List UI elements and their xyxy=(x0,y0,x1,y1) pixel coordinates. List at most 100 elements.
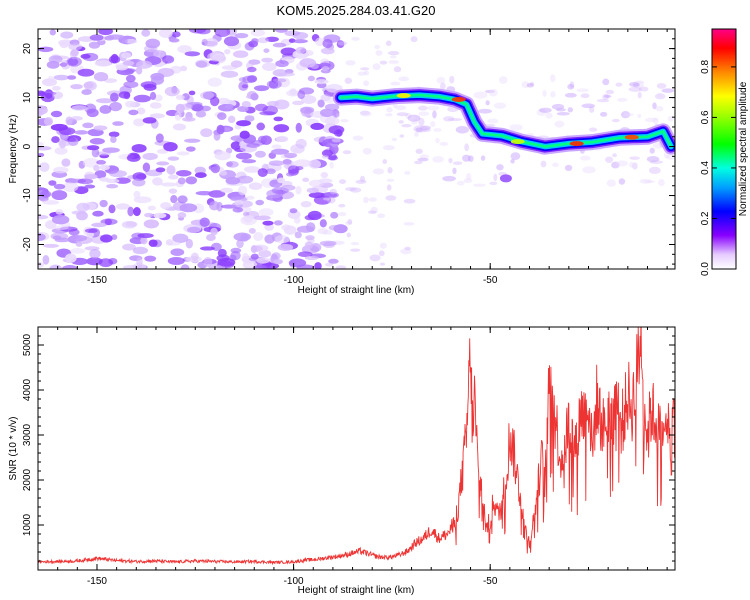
noise-blob xyxy=(131,178,146,187)
noise-blob xyxy=(465,173,472,181)
noise-blob xyxy=(43,243,59,248)
noise-blob xyxy=(273,259,283,265)
noise-blob xyxy=(224,48,231,55)
noise-blob xyxy=(488,88,498,97)
noise-blob xyxy=(176,151,190,156)
noise-blob xyxy=(91,222,107,228)
noise-blob xyxy=(611,161,620,169)
noise-blob xyxy=(58,39,74,47)
noise-blob xyxy=(253,264,268,269)
noise-blob xyxy=(66,56,82,67)
noise-blob xyxy=(554,120,565,128)
noise-blob xyxy=(605,156,614,163)
noise-blob xyxy=(346,232,351,238)
noise-blob xyxy=(38,105,48,115)
noise-blob xyxy=(382,159,388,164)
noise-blob xyxy=(38,261,45,268)
noise-blob xyxy=(510,152,521,161)
noise-blob xyxy=(38,162,50,172)
noise-blob xyxy=(253,232,264,242)
noise-blob xyxy=(77,68,95,77)
noise-blob xyxy=(250,253,259,260)
noise-blob xyxy=(232,50,249,58)
noise-blob xyxy=(195,60,208,68)
noise-blob xyxy=(418,111,430,116)
noise-blob xyxy=(179,203,198,213)
noise-blob xyxy=(287,165,300,174)
noise-blob xyxy=(220,70,239,78)
noise-blob xyxy=(372,63,381,71)
noise-blob xyxy=(163,142,178,152)
noise-blob xyxy=(435,137,440,144)
noise-blob xyxy=(284,152,298,159)
noise-blob xyxy=(350,242,360,246)
noise-blob xyxy=(319,240,337,247)
noise-blob xyxy=(52,85,61,91)
noise-blob xyxy=(602,93,610,100)
noise-blob xyxy=(355,179,367,184)
noise-blob xyxy=(338,179,347,184)
noise-blob xyxy=(227,115,236,124)
noise-blob xyxy=(149,113,165,119)
noise-blob xyxy=(143,83,157,91)
noise-blob xyxy=(300,95,317,104)
noise-blob xyxy=(54,147,68,155)
noise-blob xyxy=(167,256,185,266)
noise-blob xyxy=(656,83,667,89)
noise-blob xyxy=(91,148,100,158)
noise-blob xyxy=(443,116,455,122)
noise-blob xyxy=(95,98,114,104)
noise-blob xyxy=(314,262,322,269)
noise-blob xyxy=(234,33,249,39)
noise-blob xyxy=(53,74,70,81)
noise-blob xyxy=(103,78,118,83)
noise-blob xyxy=(153,50,166,58)
noise-blob xyxy=(637,113,642,118)
noise-blob xyxy=(272,42,287,48)
noise-blob xyxy=(277,243,294,251)
noise-blob xyxy=(89,34,104,41)
noise-blob xyxy=(300,106,315,114)
noise-blob xyxy=(580,93,590,99)
noise-blob xyxy=(53,166,69,174)
noise-blob xyxy=(216,124,225,135)
noise-blob xyxy=(436,76,446,84)
noise-blob xyxy=(253,215,271,221)
noise-blob xyxy=(473,183,486,187)
noise-blob xyxy=(111,234,118,240)
noise-blob xyxy=(386,106,393,113)
noise-blob xyxy=(273,124,290,133)
noise-blob xyxy=(335,112,340,118)
noise-blob xyxy=(363,80,370,87)
noise-blob xyxy=(190,252,199,261)
noise-blob xyxy=(555,108,566,112)
noise-blob xyxy=(564,164,573,172)
noise-blob xyxy=(611,118,620,123)
noise-blob xyxy=(322,229,333,235)
noise-blob xyxy=(369,254,381,262)
noise-blob xyxy=(628,82,640,87)
noise-blob xyxy=(304,241,314,249)
noise-blob xyxy=(550,74,556,83)
colorbar-tick-label: 0.0 xyxy=(700,262,711,276)
noise-blob xyxy=(432,110,437,119)
noise-blob xyxy=(98,29,113,36)
noise-blob xyxy=(104,218,113,226)
noise-blob xyxy=(241,159,257,164)
noise-blob xyxy=(581,103,596,109)
noise-blob xyxy=(209,201,220,211)
colorbar-label: Normalized spectral amplitude xyxy=(738,81,749,216)
noise-blob xyxy=(224,104,234,109)
noise-blob xyxy=(38,141,45,147)
noise-blob xyxy=(140,236,148,245)
noise-blob xyxy=(521,81,530,89)
noise-blob xyxy=(121,52,132,59)
noise-blob xyxy=(409,116,416,122)
noise-blob xyxy=(76,202,90,212)
noise-blob xyxy=(661,88,675,93)
noise-blob xyxy=(38,214,49,220)
noise-blob xyxy=(552,162,559,168)
noise-blob xyxy=(277,72,296,77)
noise-blob xyxy=(214,151,231,161)
